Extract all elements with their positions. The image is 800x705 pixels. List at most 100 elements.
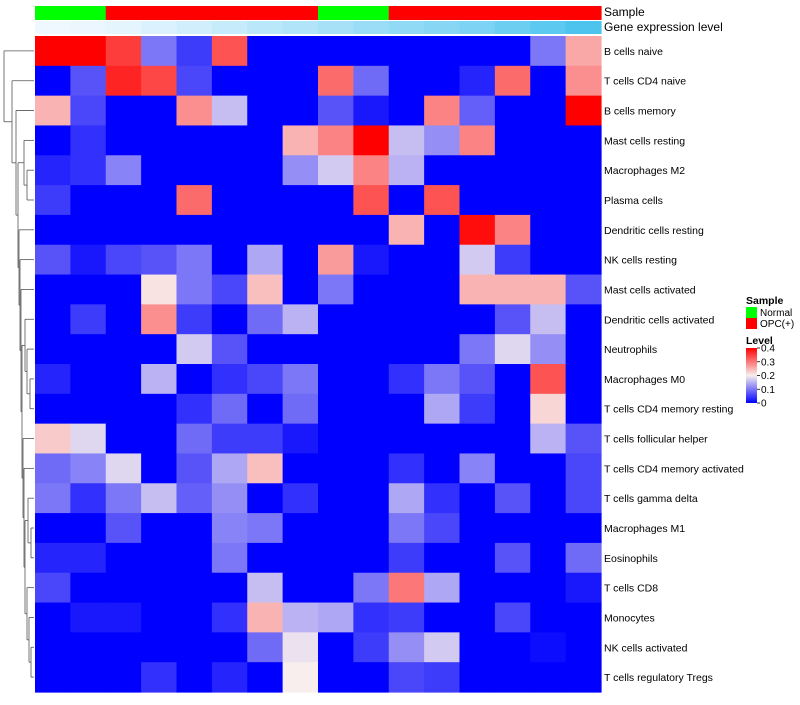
heatmap-cell — [247, 364, 284, 395]
heatmap-cell — [35, 334, 71, 365]
column-annotations: Sample Gene expression level — [35, 5, 723, 34]
heatmap-cell — [176, 125, 213, 156]
heatmap-cell — [247, 483, 284, 514]
heatmap-cell — [70, 513, 107, 544]
row-label: Macrophages M0 — [604, 374, 685, 386]
heatmap-cell — [105, 393, 142, 425]
heatmap-cell — [353, 334, 390, 365]
heatmap-cell — [388, 423, 425, 455]
heatmap-cell — [318, 244, 354, 276]
heatmap-cell — [388, 214, 425, 246]
heatmap-cell — [105, 304, 142, 335]
heatmap-cell — [141, 334, 178, 365]
heatmap-cell — [141, 513, 178, 544]
heatmap-cell — [35, 36, 71, 67]
heatmap-cell — [459, 513, 496, 544]
heatmap-cell — [35, 483, 71, 514]
row-label: NK cells activated — [604, 642, 688, 654]
legend-tick-label: 0.2 — [761, 371, 775, 382]
heatmap-cell — [565, 95, 602, 127]
heatmap-cell — [247, 453, 284, 484]
heatmap-cell — [35, 185, 71, 216]
heatmap-cell — [211, 155, 248, 186]
heatmap-cell — [176, 214, 213, 246]
heatmap-cell — [318, 185, 354, 216]
heatmap-cell — [388, 364, 425, 395]
heatmap-cell — [424, 334, 461, 365]
heatmap-cell — [141, 185, 178, 216]
heatmap-cell — [282, 274, 319, 305]
heatmap-cell — [424, 304, 461, 335]
heatmap-cell — [282, 244, 319, 276]
heatmap-cell — [105, 662, 142, 693]
heatmap-cell — [141, 453, 178, 484]
heatmap-cell — [247, 155, 284, 186]
heatmap-cell — [388, 274, 425, 305]
row-label: Mast cells resting — [604, 135, 685, 147]
heatmap-cell — [141, 36, 178, 67]
heatmap-cell — [565, 274, 602, 305]
heatmap-cell — [70, 572, 107, 604]
heatmap-cell — [318, 155, 354, 186]
heatmap-cell — [247, 244, 284, 276]
heatmap-cell — [105, 423, 142, 455]
heatmap-cell — [176, 36, 213, 67]
heatmap-cell — [211, 572, 248, 604]
heatmap-cell — [35, 632, 71, 663]
heatmap-cell — [70, 304, 107, 335]
heatmap-cell — [459, 423, 496, 455]
heatmap-cell — [282, 542, 319, 574]
heatmap-cell — [459, 65, 496, 97]
sample-annotation-cell — [282, 6, 319, 20]
heatmap-cell — [176, 662, 213, 693]
heatmap-cell — [282, 334, 319, 365]
heatmap-cell — [318, 36, 354, 67]
heatmap-cell — [424, 393, 461, 425]
heatmap-cell — [424, 244, 461, 276]
heatmap-cell — [35, 214, 71, 246]
heatmap-cell — [282, 602, 319, 633]
heatmap-cell — [211, 65, 248, 97]
heatmap-cell — [70, 364, 107, 395]
heatmap-cell — [70, 453, 107, 484]
row-label: T cells CD8 — [604, 583, 658, 595]
heatmap-cell — [318, 602, 354, 633]
heatmap-cell — [247, 95, 284, 127]
heatmap-cell — [530, 274, 567, 305]
heatmap-cell — [318, 513, 354, 544]
heatmap-cell — [70, 95, 107, 127]
heatmap-cell — [70, 542, 107, 574]
heatmap-cell — [388, 513, 425, 544]
gene-expression-annotation-cell — [565, 21, 602, 34]
row-label: Macrophages M1 — [604, 523, 685, 535]
heatmap-cell — [353, 483, 390, 514]
heatmap-cell — [530, 125, 567, 156]
heatmap-cell — [388, 453, 425, 484]
heatmap-cell — [141, 393, 178, 425]
heatmap-cell — [565, 572, 602, 604]
heatmap-cell — [211, 423, 248, 455]
heatmap-cell — [282, 572, 319, 604]
row-dendrogram — [3, 50, 34, 678]
heatmap-cell — [388, 602, 425, 633]
gene-expression-annotation-cell — [105, 21, 142, 34]
sample-annotation-cell — [459, 6, 496, 20]
heatmap-cell — [141, 572, 178, 604]
row-label: Neutrophils — [604, 344, 657, 356]
row-label: NK cells resting — [604, 255, 677, 267]
heatmap-cell — [35, 125, 71, 156]
heatmap-cell — [459, 95, 496, 127]
row-label: B cells naive — [604, 46, 663, 58]
heatmap-cell — [318, 95, 354, 127]
sample-annotation-cell — [318, 6, 354, 20]
heatmap-cell — [494, 185, 531, 216]
heatmap-cell — [35, 453, 71, 484]
heatmap-cell — [565, 304, 602, 335]
heatmap-cell — [459, 602, 496, 633]
heatmap-cell — [388, 572, 425, 604]
heatmap-cell — [247, 36, 284, 67]
heatmap-cell — [353, 214, 390, 246]
heatmap-cell — [35, 65, 71, 97]
heatmap-cell — [247, 274, 284, 305]
row-label: T cells CD4 naive — [604, 76, 686, 88]
